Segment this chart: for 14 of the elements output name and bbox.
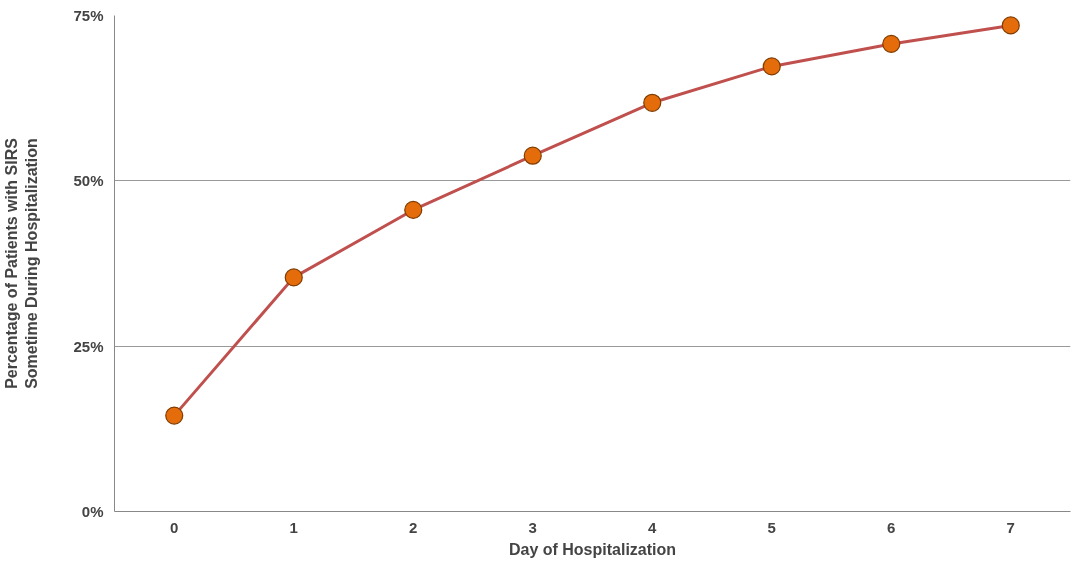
- x-tick-label: 5: [767, 518, 776, 536]
- y-tick-label: 75%: [73, 7, 104, 24]
- x-tick-label: 6: [887, 518, 896, 536]
- x-tick-label: 7: [1006, 518, 1015, 536]
- y-tick-label: 50%: [73, 172, 104, 190]
- y-axis-title: Percentage of Patients with SIRS Sometime During Hospitalization: [3, 137, 41, 389]
- y-tick-label: 0%: [81, 503, 104, 520]
- x-tick-label: 4: [648, 518, 658, 536]
- x-tick-label: 1: [289, 518, 298, 536]
- y-tick-label: 25%: [73, 337, 104, 355]
- x-axis-title: Day of Hospitalization: [508, 540, 677, 558]
- x-tick-label: 3: [528, 518, 537, 536]
- x-tick-label: 0: [170, 518, 179, 536]
- x-tick-label: 2: [409, 518, 418, 536]
